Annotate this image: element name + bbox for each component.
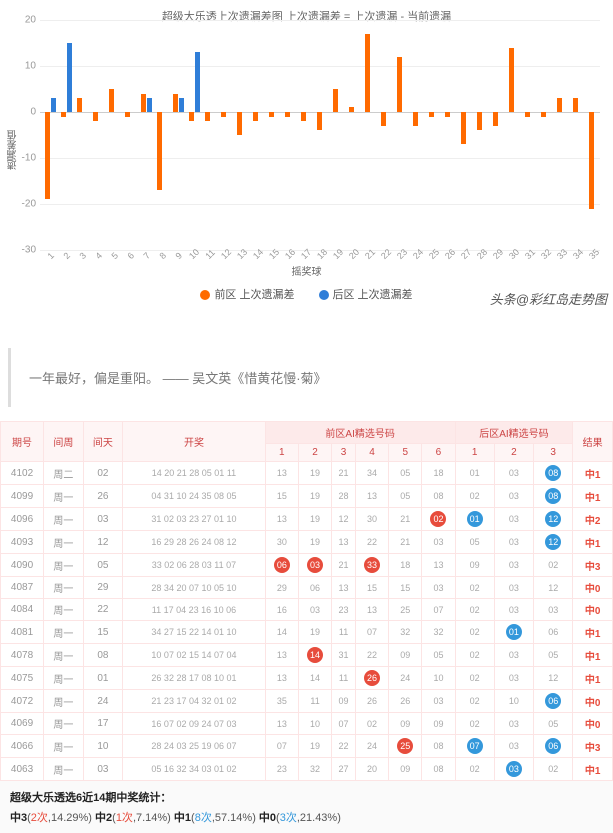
plot-area: 1234567891011121314151617181920212223242… xyxy=(40,20,600,250)
bar xyxy=(381,112,386,126)
bar xyxy=(269,112,274,117)
bar xyxy=(589,112,594,209)
bar xyxy=(77,98,82,112)
bar xyxy=(477,112,482,130)
quote-text: 一年最好，偏是重阳。 —— 吴文英《惜黄花慢·菊》 xyxy=(8,348,605,407)
table-row: 4066周一1028 24 03 25 19 06 07071922242508… xyxy=(1,735,613,758)
bar xyxy=(61,112,66,117)
bar xyxy=(365,34,370,112)
bar xyxy=(349,107,354,112)
bar xyxy=(141,94,146,112)
bar xyxy=(493,112,498,126)
table-row: 4093周一1216 29 28 26 24 08 12301913222103… xyxy=(1,531,613,554)
bar xyxy=(541,112,546,117)
table-row: 4099周一2604 31 10 24 35 08 05151928130508… xyxy=(1,485,613,508)
footer-title: 超级大乐透选6近14期中奖统计： xyxy=(10,789,603,805)
watermark: 头条@彩红岛走势图 xyxy=(490,289,607,308)
table-row: 4096周一0331 02 03 23 27 01 10131912302102… xyxy=(1,508,613,531)
bar xyxy=(525,112,530,117)
table-footer-stats: 超级大乐透选6近14期中奖统计：中3(2次,14.29%) 中2(1次,7.14… xyxy=(0,781,613,833)
bar xyxy=(237,112,242,135)
bar xyxy=(317,112,322,130)
bar xyxy=(301,112,306,121)
bar xyxy=(179,98,184,112)
bar xyxy=(461,112,466,144)
bar xyxy=(189,112,194,121)
legend-item: 前区 上次遗漏差 xyxy=(200,286,294,302)
y-axis: -30-20-1001020 xyxy=(0,20,40,250)
bar xyxy=(173,94,178,112)
x-axis-label: 摇奖球 xyxy=(292,263,322,278)
bar xyxy=(253,112,258,121)
bar xyxy=(125,112,130,117)
bar xyxy=(195,52,200,112)
bar xyxy=(397,57,402,112)
bar xyxy=(557,98,562,112)
table-row: 4063周一0305 16 32 34 03 01 02233227200908… xyxy=(1,758,613,781)
table-row: 4090周一0533 02 06 28 03 11 07060321331813… xyxy=(1,554,613,577)
bar xyxy=(205,112,210,121)
bar xyxy=(573,98,578,112)
table-row: 4102周二0214 20 21 28 05 01 11131921340518… xyxy=(1,462,613,485)
bar xyxy=(285,112,290,117)
table-row: 4072周一2421 23 17 04 32 01 02351109262603… xyxy=(1,690,613,713)
table-row: 4084周一2211 17 04 23 16 10 06160323132507… xyxy=(1,599,613,621)
bar xyxy=(445,112,450,117)
lottery-table: 期号间周间天开奖前区AI精选号码后区AI精选号码结果1234561234102周… xyxy=(0,421,613,781)
bar xyxy=(51,98,56,112)
table-row: 4087周一2928 34 20 07 10 05 10290613151503… xyxy=(1,577,613,599)
bar xyxy=(157,112,162,190)
bar xyxy=(413,112,418,126)
bar-chart: 超级大乐透上次遗漏差图 上次遗漏差 = 上次遗漏 - 当前遗漏 遗漏差值 -30… xyxy=(0,0,613,280)
bar xyxy=(147,98,152,112)
bar xyxy=(429,112,434,117)
table-row: 4069周一1716 07 02 09 24 07 03131007020909… xyxy=(1,713,613,735)
bar xyxy=(93,112,98,121)
bar xyxy=(333,89,338,112)
table-row: 4078周一0810 07 02 15 14 07 04131431220905… xyxy=(1,644,613,667)
bar xyxy=(109,89,114,112)
legend-item: 后区 上次遗漏差 xyxy=(319,286,413,302)
table-row: 4075周一0126 32 28 17 08 10 01131411262410… xyxy=(1,667,613,690)
bar xyxy=(45,112,50,199)
bar xyxy=(67,43,72,112)
table-row: 4081周一1534 27 15 22 14 01 10141911073232… xyxy=(1,621,613,644)
bar xyxy=(509,48,514,112)
bar xyxy=(221,112,226,117)
